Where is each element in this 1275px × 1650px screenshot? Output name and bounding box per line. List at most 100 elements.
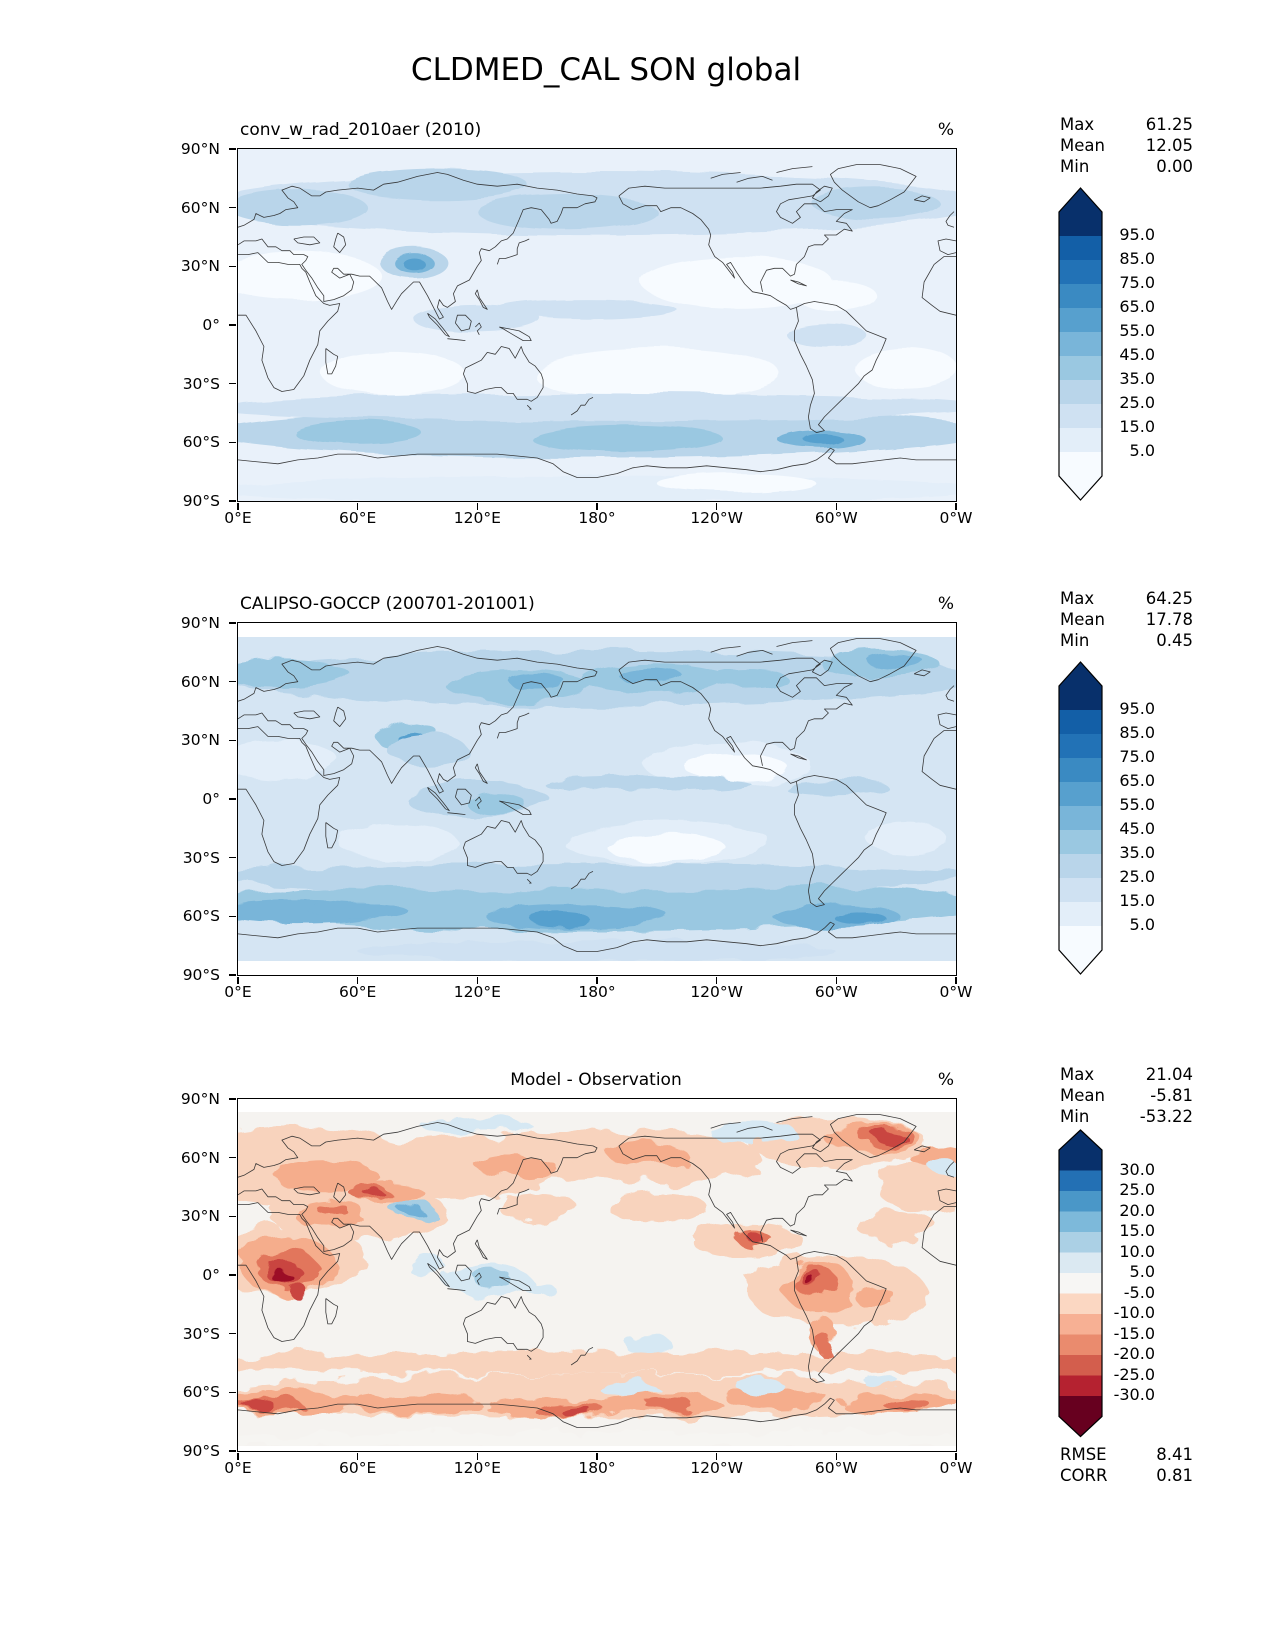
- panel-title-obs: CALIPSO-GOCCP (200701-201001): [240, 594, 535, 614]
- colorbar-tick-label: 35.0: [1119, 843, 1155, 862]
- colorbar-tick-label: 5.0: [1129, 441, 1155, 460]
- colorbar-tick-label: 10.0: [1119, 1241, 1155, 1261]
- units-label-model: %: [937, 120, 954, 140]
- colorbar-tick-label: 35.0: [1119, 369, 1155, 388]
- lon-axis-tick: [955, 1452, 957, 1460]
- colorbar-tick-label: -5.0: [1123, 1282, 1155, 1302]
- lon-tick-label: 0°E: [224, 983, 252, 1001]
- lat-axis-tick: [229, 500, 237, 502]
- lat-tick-label: 60°S: [182, 1383, 220, 1402]
- lon-axis-tick: [715, 1452, 718, 1460]
- lat-axis-tick: [229, 1332, 237, 1335]
- stats-block-diff: Max 21.04 Mean -5.81 Min -53.22: [1060, 1064, 1193, 1127]
- colorbar-tick-label: 75.0: [1119, 747, 1155, 766]
- lon-tick-label: 60°E: [339, 509, 377, 527]
- map-svg-diff: [238, 1099, 956, 1451]
- colorbar-tick-label: -10.0: [1113, 1303, 1155, 1322]
- lon-axis-tick: [835, 976, 838, 984]
- lat-tick-label: 60°N: [180, 1148, 220, 1167]
- lon-tick-label: 60°W: [814, 1459, 858, 1477]
- stat-value: 0.45: [1156, 631, 1193, 650]
- colorbar-tick-label: 25.0: [1119, 393, 1155, 412]
- lat-axis-tick: [229, 265, 237, 268]
- stat-value: -5.81: [1150, 1086, 1193, 1105]
- lat-axis-tick: [229, 1391, 237, 1394]
- colorbar-tick-label: 25.0: [1119, 1180, 1155, 1199]
- lat-tick-label: 90°N: [180, 140, 220, 158]
- lon-axis-tick: [237, 1452, 239, 1460]
- lat-tick-label: 90°S: [182, 1442, 220, 1460]
- colorbar-tick-label: 20.0: [1119, 1200, 1155, 1220]
- lon-tick-label: 60°W: [814, 509, 858, 527]
- colorbar-tick-label: 5.0: [1129, 915, 1155, 934]
- panel-model: conv_w_rad_2010aer (2010) % 90°N 60°N 30°N…: [0, 115, 1275, 588]
- lat-tick-label: 30°N: [180, 257, 220, 276]
- map-model: 90°N 60°N 30°N 0° 30°S 60°S 90°S 0°E 60°E 120°E 18…: [181, 140, 973, 527]
- lat-axis-tick: [229, 324, 237, 326]
- stat-value: 61.25: [1145, 115, 1193, 134]
- stat-label: CORR: [1060, 1466, 1108, 1485]
- lon-axis-tick: [596, 976, 598, 984]
- figure-title: CLDMED_CAL SON global: [410, 52, 802, 88]
- colorbar-tick-label: 30.0: [1119, 1159, 1155, 1179]
- lon-axis-tick: [715, 976, 718, 984]
- stat-value: 8.41: [1156, 1445, 1193, 1464]
- lat-tick-label: 90°S: [182, 492, 220, 510]
- colorbar-tick-label: 65.0: [1119, 297, 1155, 316]
- panel-obs: CALIPSO-GOCCP (200701-201001) % 90°N 60°N…: [0, 589, 1275, 1062]
- lat-axis-tick: [229, 1156, 237, 1159]
- colorbar-tick-label: -20.0: [1113, 1344, 1155, 1363]
- lat-tick-label: 0°: [202, 790, 220, 808]
- stat-label: Min: [1060, 157, 1090, 176]
- colorbar-tick-label: 45.0: [1119, 345, 1155, 364]
- lat-tick-label: 0°: [202, 316, 220, 334]
- stat-label: RMSE: [1060, 1445, 1107, 1464]
- lat-axis-tick: [229, 1098, 237, 1100]
- map-svg-obs: [238, 623, 956, 975]
- stat-label: Max: [1060, 115, 1095, 134]
- lon-tick-label: 120°W: [690, 983, 743, 1001]
- lat-axis-tick: [229, 1450, 237, 1452]
- colorbar-tick-label: 85.0: [1119, 723, 1155, 742]
- lon-axis-tick: [835, 1452, 838, 1460]
- lon-axis-tick: [356, 976, 359, 984]
- lon-tick-label: 120°W: [690, 509, 743, 527]
- stat-value: 17.78: [1145, 610, 1193, 629]
- lat-tick-label: 30°N: [180, 1207, 220, 1226]
- lon-tick-label: 180°: [578, 983, 616, 1001]
- stat-label: Max: [1060, 1065, 1095, 1084]
- panel-title-model: conv_w_rad_2010aer (2010): [240, 120, 482, 140]
- lon-axis-tick: [476, 502, 479, 510]
- colorbar-tick-label: -30.0: [1113, 1385, 1155, 1404]
- lon-tick-label: 120°E: [453, 509, 501, 527]
- colorbar-tick-label: 75.0: [1119, 273, 1155, 292]
- lon-tick-label: 0°W: [939, 983, 973, 1001]
- stat-value: 64.25: [1145, 589, 1193, 608]
- stats-block-model: Max 61.25 Mean 12.05 Min 0.00: [1060, 114, 1193, 177]
- map-obs: 90°N 60°N 30°N 0° 30°S 60°S 90°S 0°E 60°E 120°E 18…: [181, 614, 973, 1001]
- units-label-obs: %: [937, 594, 954, 614]
- lon-axis-tick: [237, 502, 239, 510]
- lon-axis-tick: [955, 976, 957, 984]
- panel-title-diff: Model - Observation: [510, 1070, 682, 1090]
- lat-axis-tick: [229, 441, 237, 444]
- lon-tick-label: 120°E: [453, 983, 501, 1001]
- colorbar-tick-label: 65.0: [1119, 771, 1155, 790]
- stat-value: 21.04: [1145, 1065, 1193, 1084]
- colorbar-tick-label: 15.0: [1119, 891, 1155, 910]
- lon-axis-tick: [237, 976, 239, 984]
- lat-axis-tick: [229, 915, 237, 918]
- lon-axis-tick: [476, 1452, 479, 1460]
- map-svg-model: [238, 149, 956, 501]
- colorbar-tick-label: 45.0: [1119, 819, 1155, 838]
- colorbar-tick-label: 15.0: [1119, 1221, 1155, 1240]
- lat-tick-label: 60°N: [180, 198, 220, 217]
- stat-value: -53.22: [1139, 1107, 1193, 1126]
- lon-tick-label: 180°: [578, 509, 616, 527]
- colorbar-obs: [1058, 661, 1103, 975]
- colorbar-tick-label: 15.0: [1119, 417, 1155, 436]
- lon-tick-label: 180°: [578, 1459, 616, 1477]
- lat-axis-tick: [229, 622, 237, 624]
- units-label-diff: %: [937, 1070, 954, 1090]
- stat-label: Min: [1060, 631, 1090, 650]
